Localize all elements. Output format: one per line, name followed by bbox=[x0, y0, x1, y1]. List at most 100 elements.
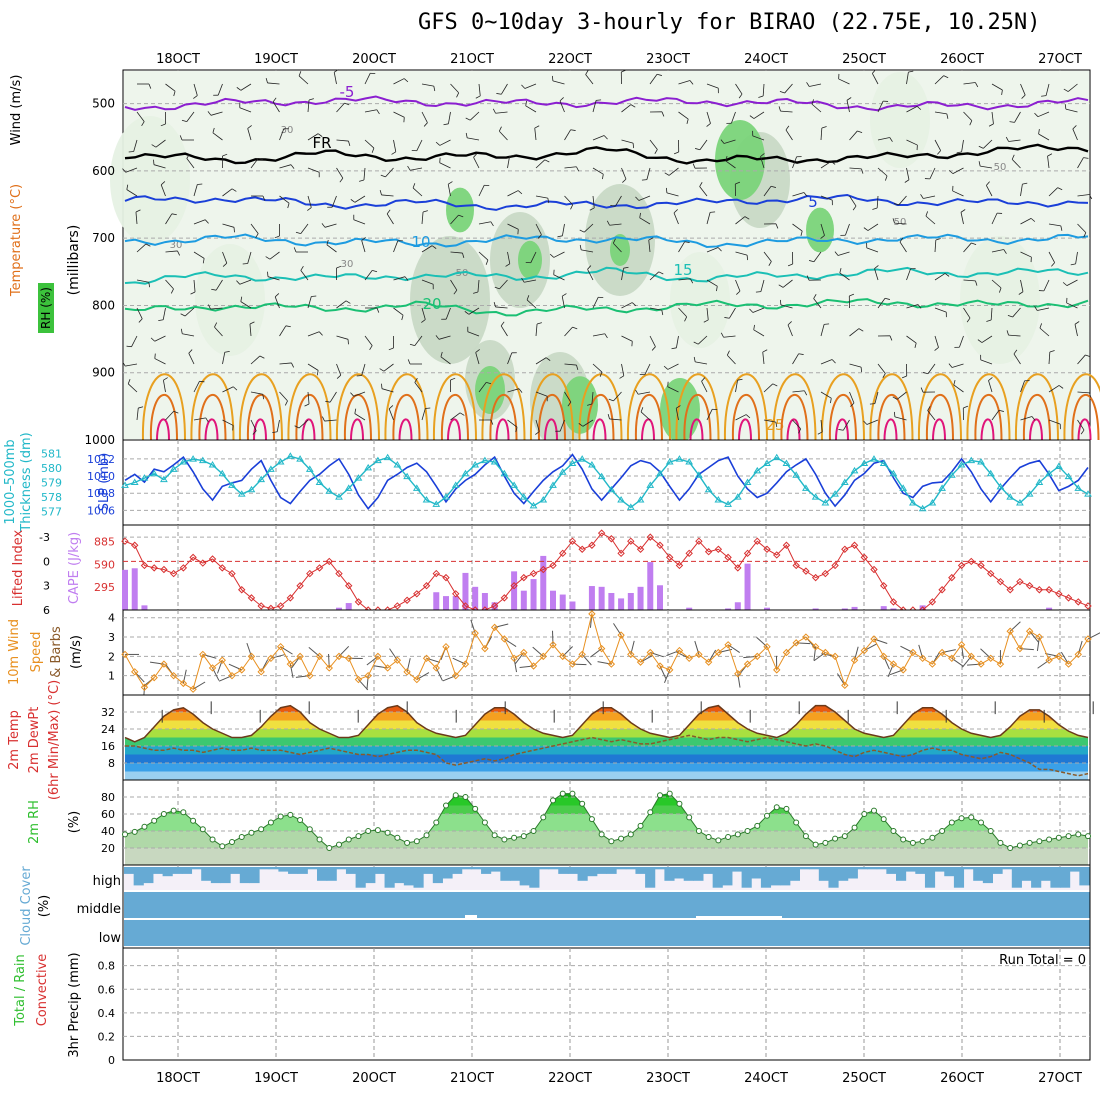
rh-marker bbox=[482, 820, 487, 825]
rh-shade bbox=[806, 208, 834, 253]
cloud-bar-low bbox=[549, 920, 559, 946]
cloud-bar-low bbox=[1021, 920, 1031, 946]
rh-contour-label: 50 bbox=[894, 217, 907, 228]
rh-marker bbox=[803, 834, 808, 839]
rh-marker bbox=[891, 829, 896, 834]
cloud-bar-low bbox=[1002, 920, 1012, 946]
cloud-bar-high bbox=[549, 867, 559, 869]
cape-bar bbox=[589, 586, 595, 610]
cloud-bar-low bbox=[809, 920, 819, 946]
cloud-bar-high bbox=[993, 867, 1003, 874]
cloud-bar-low bbox=[298, 920, 308, 946]
rh-marker bbox=[278, 814, 283, 819]
cloud-bar-low bbox=[635, 920, 645, 946]
cloud-bar-low bbox=[404, 920, 414, 946]
cloud-bar-low bbox=[520, 920, 530, 946]
wind-barb-flag bbox=[642, 180, 647, 181]
cloud-bar-low bbox=[558, 920, 568, 946]
cloud-bar-middle bbox=[385, 892, 395, 918]
cloud-bar-low bbox=[597, 920, 607, 946]
cloud-bar-low bbox=[732, 920, 742, 946]
cape-bar bbox=[132, 568, 138, 610]
cloud-bar-low bbox=[1041, 920, 1051, 946]
rh-marker bbox=[375, 828, 380, 833]
cloud-bar-high bbox=[877, 867, 887, 869]
cloud-bar-low bbox=[664, 920, 674, 946]
temp-band bbox=[123, 772, 1090, 781]
rh-marker bbox=[385, 830, 390, 835]
rh-shade bbox=[518, 241, 542, 279]
rh-marker bbox=[512, 835, 517, 840]
thickness-tick-label: 580 bbox=[41, 462, 62, 475]
rh-marker bbox=[337, 842, 342, 847]
rh-marker bbox=[200, 827, 205, 832]
wind-barb-flag bbox=[233, 425, 234, 430]
cloud-bar-low bbox=[491, 920, 501, 946]
cloud-bar-middle bbox=[462, 892, 472, 918]
cloud-bar-middle bbox=[134, 892, 144, 918]
x-tick-label-top: 23OCT bbox=[646, 52, 690, 67]
rh-marker bbox=[872, 808, 877, 813]
cloud-bar-high bbox=[742, 867, 752, 888]
rh-marker bbox=[473, 806, 478, 811]
precip-frame bbox=[123, 948, 1090, 1060]
li-tick-label: 0 bbox=[43, 555, 50, 568]
cloud-bar-low bbox=[800, 920, 810, 946]
cloud-bar-middle bbox=[1021, 892, 1031, 918]
cloud-bar-middle bbox=[182, 892, 192, 918]
cloud-bar-low bbox=[761, 920, 771, 946]
rh-marker bbox=[774, 805, 779, 810]
cloud-bar-high bbox=[1031, 867, 1041, 888]
cape-tick-label: 885 bbox=[94, 536, 115, 549]
cloud-bar-middle bbox=[1060, 892, 1070, 918]
cloud-bar-high bbox=[481, 867, 491, 874]
cloud-bar-low bbox=[259, 920, 269, 946]
cloud-bar-low bbox=[336, 920, 346, 946]
cloud-bar-middle bbox=[230, 892, 240, 918]
cloud-bar-low bbox=[288, 920, 298, 946]
cloud-bar-low bbox=[153, 920, 163, 946]
cape-bar bbox=[521, 591, 527, 610]
cloud-bar-middle bbox=[645, 892, 655, 918]
cloud-bar-low bbox=[230, 920, 240, 946]
cloud-bar-high bbox=[684, 867, 694, 881]
cloud-bar-middle bbox=[442, 892, 452, 918]
cloud-bar-high bbox=[433, 867, 443, 883]
rh-marker bbox=[833, 836, 838, 841]
cloud-bar-low bbox=[771, 920, 781, 946]
rh-marker bbox=[667, 791, 672, 796]
rh-marker bbox=[288, 812, 293, 817]
rh-marker bbox=[638, 823, 643, 828]
cloud-bar-high bbox=[896, 867, 906, 881]
cloud-bar-low bbox=[626, 920, 636, 946]
rh-marker bbox=[298, 817, 303, 822]
cloud-bar-high bbox=[249, 867, 259, 883]
cape-bar bbox=[122, 570, 128, 610]
cloud-bar-low bbox=[442, 920, 452, 946]
cloud-bar-low bbox=[433, 920, 443, 946]
cloud-bar-high bbox=[471, 867, 481, 869]
cloud-bar-middle bbox=[867, 892, 877, 918]
cloud-bar-high bbox=[259, 867, 269, 869]
cloud-bar-middle bbox=[664, 892, 674, 918]
cloud-bar-high bbox=[944, 867, 954, 876]
minmax-axis-label: (6hr Min/Max) (°C) bbox=[47, 680, 62, 800]
rh-contour-label: 30 bbox=[341, 259, 354, 270]
cloud-bar-low bbox=[192, 920, 202, 946]
cloud-bar-high bbox=[635, 867, 645, 874]
cloud-bar-low bbox=[163, 920, 173, 946]
thickness-tick-label: 577 bbox=[41, 506, 62, 519]
cloud-bar-high bbox=[925, 867, 935, 888]
cloud-bar-middle bbox=[269, 892, 279, 918]
cloud-bar-middle bbox=[742, 892, 752, 918]
rh-marker bbox=[521, 834, 526, 839]
cape-bar bbox=[550, 591, 556, 610]
cloud-bar-middle bbox=[510, 892, 520, 918]
rh-marker bbox=[852, 825, 857, 830]
rh-marker bbox=[988, 829, 993, 834]
cloud-bar-middle bbox=[1002, 892, 1012, 918]
